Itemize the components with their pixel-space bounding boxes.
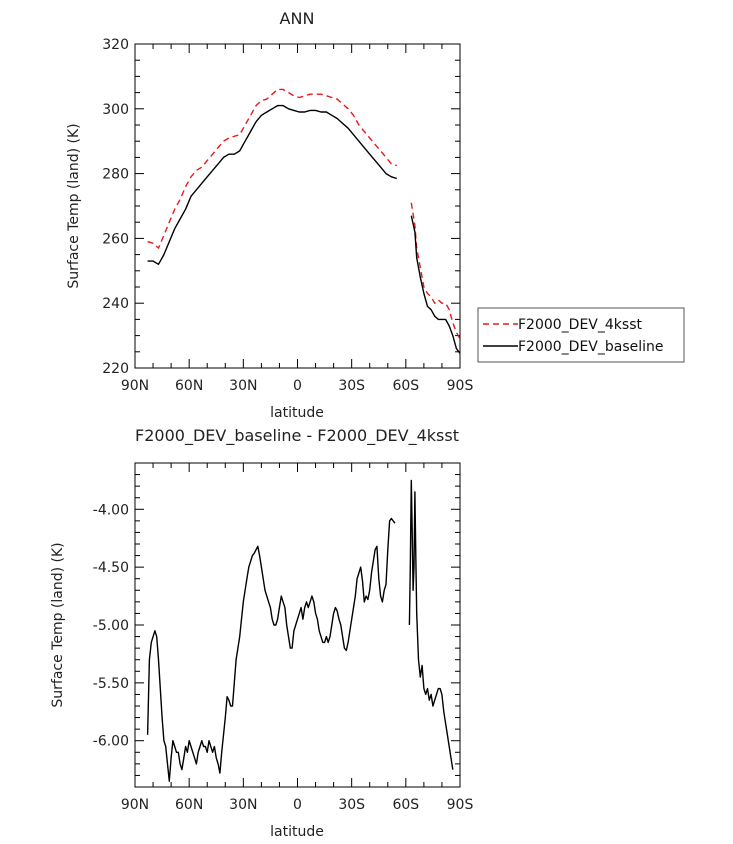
bottom-xtick-label: 30S [338, 797, 365, 813]
legend-label-baseline: F2000_DEV_baseline [518, 339, 664, 355]
legend-box [477, 307, 685, 363]
top-chart-ylabel: Surface Temp (land) (K) [66, 123, 82, 288]
bottom-ytick-label: -5.50 [93, 676, 129, 692]
top-chart-ticks: 90N 60N 30N 0 30S 60S 90S 220 240 260 280 300 320 [102, 37, 473, 394]
bottom-chart-frame [134, 462, 461, 788]
bottom-chart-xlabel: latitude [270, 824, 324, 840]
top-ytick-label: 300 [102, 102, 129, 118]
bottom-chart: F2000_DEV_baseline - F2000_DEV_4ksst lat… [50, 426, 473, 840]
bottom-xtick-label: 30N [229, 797, 257, 813]
bottom-xtick-label: 90N [121, 797, 149, 813]
top-xtick-label: 90N [121, 378, 149, 394]
bottom-ytick-label: -4.00 [93, 502, 129, 518]
top-ytick-label: 280 [102, 167, 129, 183]
bottom-chart-ticks: 90N 60N 30N 0 30S 60S 90S -6.00 -5.50 -5.00 -4.50 -… [93, 462, 474, 813]
bottom-chart-title: F2000_DEV_baseline - F2000_DEV_4ksst [135, 426, 459, 446]
bottom-xtick-label: 0 [293, 797, 302, 813]
top-series-0-line [410, 202, 461, 340]
top-xtick-label: 30S [338, 378, 365, 394]
bottom-ytick-label: -6.00 [93, 734, 129, 750]
legend: F2000_DEV_4ksst F2000_DEV_baseline [477, 307, 685, 363]
top-xtick-label: 60S [392, 378, 419, 394]
top-xtick-label: 30N [229, 378, 257, 394]
top-chart: ANN latitude Surface Temp (land) (K) 90N… [66, 9, 473, 421]
top-chart-xlabel: latitude [270, 405, 324, 421]
top-series-0-line [147, 88, 397, 249]
top-ytick-label: 240 [102, 296, 129, 312]
bottom-series-0-line [408, 479, 454, 770]
bottom-chart-ylabel: Surface Temp (land) (K) [50, 542, 66, 707]
top-chart-frame [134, 43, 461, 369]
top-xtick-label: 60N [175, 378, 203, 394]
bottom-xtick-label: 60S [392, 797, 419, 813]
bottom-xtick-label: 90S [447, 797, 474, 813]
bottom-chart-series [146, 479, 454, 782]
bottom-ytick-label: -4.50 [93, 560, 129, 576]
top-xtick-label: 90S [447, 378, 474, 394]
top-series-1-line [410, 215, 461, 354]
legend-label-4ksst: F2000_DEV_4ksst [518, 317, 642, 333]
top-ytick-label: 320 [102, 37, 129, 53]
bottom-ytick-label: -5.00 [93, 618, 129, 634]
bottom-series-0-line [146, 517, 396, 782]
top-chart-series [147, 88, 461, 354]
top-series-1-line [147, 104, 398, 265]
top-ytick-label: 220 [102, 361, 129, 377]
top-chart-title: ANN [280, 9, 315, 28]
top-xtick-label: 0 [293, 378, 302, 394]
bottom-xtick-label: 60N [175, 797, 203, 813]
top-ytick-label: 260 [102, 231, 129, 247]
